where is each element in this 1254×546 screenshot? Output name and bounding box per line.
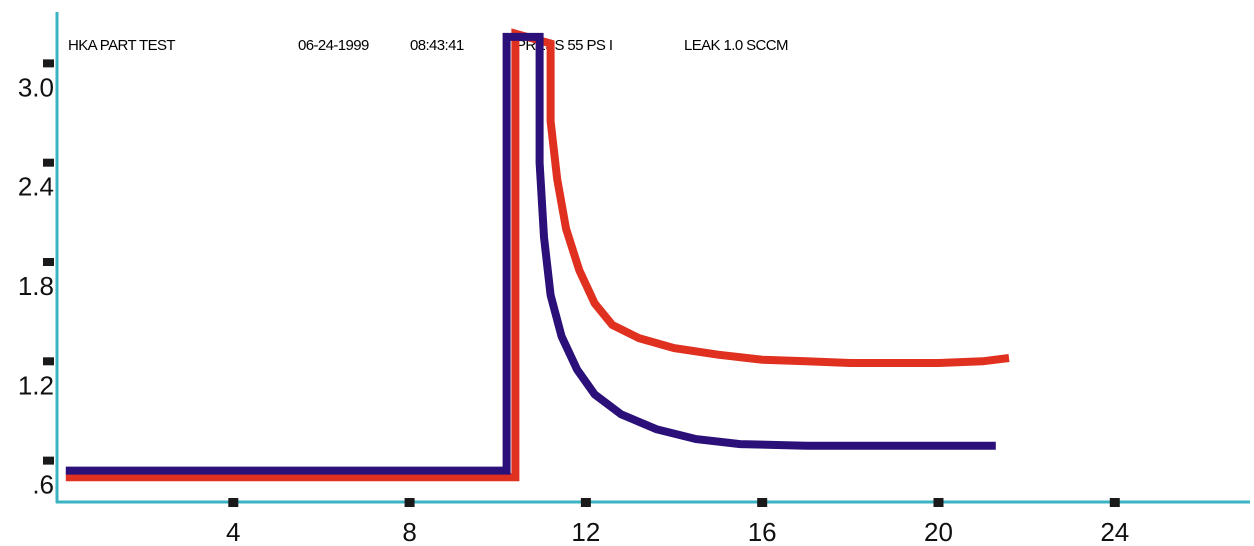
x-tick-mark (1109, 498, 1120, 507)
y-tick-mark (43, 258, 54, 266)
y-tick-label: 2.4 (18, 172, 54, 202)
x-tick-label: 12 (571, 517, 600, 546)
x-tick-mark (404, 498, 415, 507)
x-tick-label: 16 (748, 517, 777, 546)
header-time: 08:43:41 (410, 37, 464, 54)
series-line-1 (65, 28, 1010, 482)
x-tick-mark (933, 498, 944, 507)
header-date: 06-24-1999 (298, 37, 369, 54)
y-tick-label: .6 (32, 470, 54, 500)
header-part-name: HKA PART TEST (68, 37, 175, 54)
x-tick-label: 8 (402, 517, 416, 546)
y-tick-mark (43, 59, 54, 68)
series-line-2 (65, 32, 996, 475)
chart-header: HKA PART TEST 06-24-1999 08:43:41 PRESS … (68, 37, 789, 54)
data-series (65, 28, 1010, 482)
y-tick-mark (43, 158, 54, 167)
tick-labels: 4 8 12 16 20 24 .6 1.2 1.8 2.4 3.0 (18, 72, 1129, 546)
x-tick-mark (580, 498, 591, 507)
y-tick-label: 1.2 (18, 370, 54, 400)
y-tick-label: 3.0 (18, 72, 54, 102)
axes (55, 12, 1250, 504)
x-tick-mark (757, 498, 768, 507)
x-tick-label: 20 (924, 517, 953, 546)
x-tick-label: 4 (226, 517, 240, 546)
y-tick-mark (43, 357, 54, 366)
x-tick-label: 24 (1100, 517, 1129, 546)
y-tick-label: 1.8 (18, 271, 54, 301)
x-tick-mark (228, 498, 239, 507)
tick-marks (43, 59, 1120, 507)
header-leak: LEAK 1.0 SCCM (684, 37, 788, 54)
y-tick-mark (43, 456, 54, 465)
